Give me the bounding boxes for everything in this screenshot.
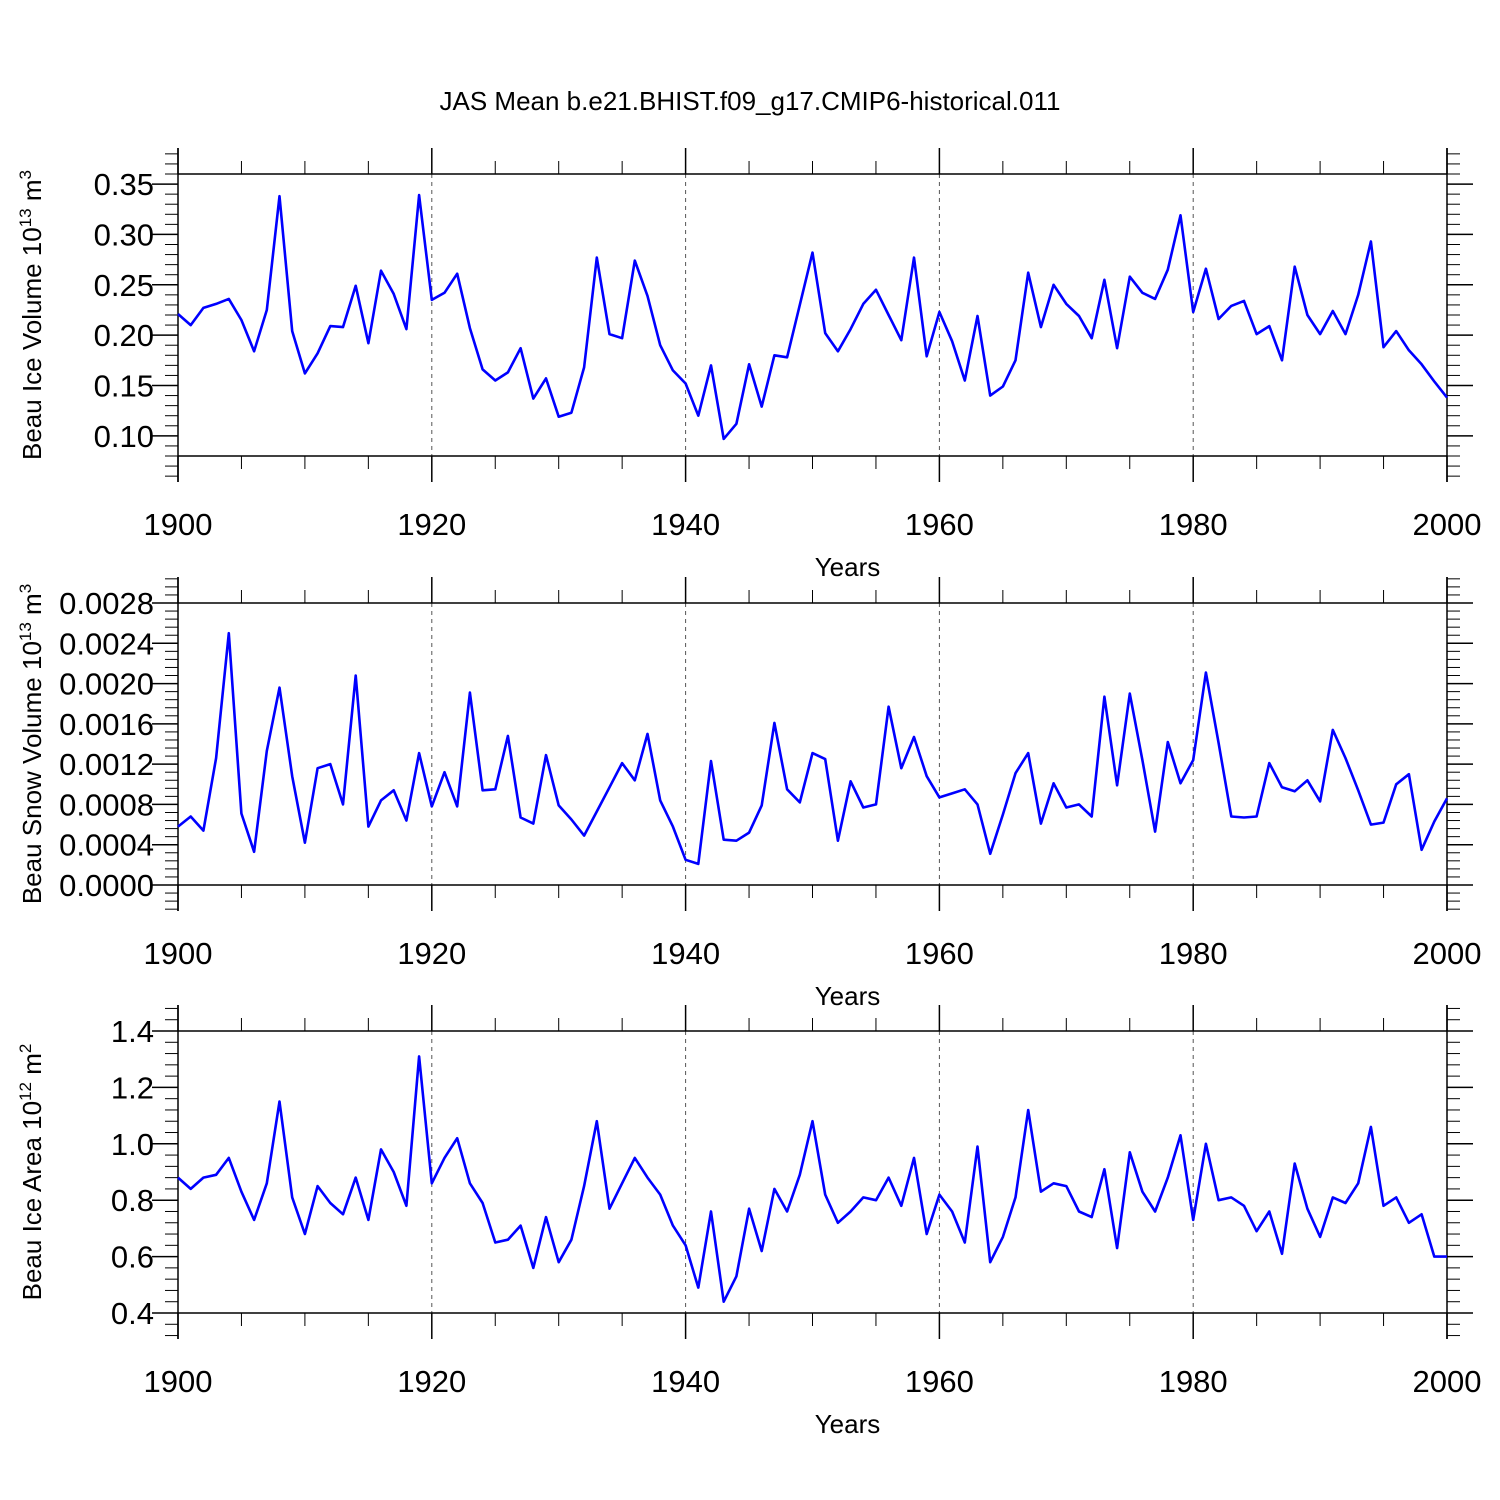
chart2-xtick-label: 1920 [397,936,466,971]
chart1-ytick-label: 0.35 [94,167,154,202]
chart3-ytick-label: 1.0 [111,1127,154,1162]
chart2-ytick-label: 0.0020 [59,667,154,702]
chart3-xlabel: Years [815,1409,881,1439]
chart3-xtick-label: 2000 [1413,1364,1482,1399]
chart1-xtick-label: 1940 [651,507,720,542]
chart2-series-line [177,631,1449,866]
chart3-xtick-label: 1920 [397,1364,466,1399]
panel-ice-volume: 0.10 0.15 0.20 0.25 0.30 0.35 1900 1920 1940 1960… [16,148,1481,582]
chart-title: JAS Mean b.e21.BHIST.f09_g17.CMIP6-histo… [440,86,1061,116]
chart3-ylabel: Beau Ice Area 1012 m2 [16,1044,47,1301]
chart3-ytick-label: 0.6 [111,1240,154,1275]
chart1-ylabel: Beau Ice Volume 1013 m3 [16,170,47,460]
chart2-ytick-label: 0.0028 [59,586,154,621]
chart2-ylabel: Beau Snow Volume 1013 m3 [16,584,47,904]
chart2-ytick-label: 0.0024 [59,626,154,661]
chart1-xtick-label: 2000 [1413,507,1482,542]
chart2-ytick-label: 0.0008 [59,787,154,822]
panel-ice-area: 0.4 0.6 0.8 1.0 1.2 1.4 1900 1920 1940 1960 1980 20… [16,1005,1481,1439]
chart3-series-line [177,1055,1447,1303]
chart3-xtick-label: 1900 [144,1364,213,1399]
chart3-xtick-label: 1940 [651,1364,720,1399]
chart1-ytick-label: 0.25 [94,268,154,303]
chart1-ytick-label: 0.20 [94,318,154,353]
chart1-ytick-label: 0.15 [94,369,154,404]
chart2-ytick-label: 0.0004 [59,828,154,863]
chart3-ytick-label: 1.4 [111,1014,154,1049]
chart3-xtick-label: 1960 [905,1364,974,1399]
chart1-xtick-label: 1960 [905,507,974,542]
chart1-xtick-label: 1900 [144,507,213,542]
chart2-xlabel: Years [815,981,881,1011]
chart1-ytick-label: 0.10 [94,419,154,454]
chart1-xtick-label: 1920 [397,507,466,542]
chart1-xlabel: Years [815,552,881,582]
chart3-ytick-label: 0.8 [111,1183,154,1218]
chart2-xtick-label: 2000 [1413,936,1482,971]
chart1-ytick-label: 0.30 [94,217,154,252]
chart1-series-line [177,193,1449,441]
chart3-ytick-label: 1.2 [111,1070,154,1105]
chart2-xtick-label: 1960 [905,936,974,971]
chart3-ytick-label: 0.4 [111,1296,154,1331]
panel-snow-volume: 0.0000 0.0004 0.0008 0.0012 0.0016 0.0020 0.00… [16,577,1481,1011]
chart2-ytick-label: 0.0000 [59,868,154,903]
chart1-xtick-label: 1980 [1159,507,1228,542]
chart2-ytick-label: 0.0012 [59,747,154,782]
chart3-xtick-label: 1980 [1159,1364,1228,1399]
chart2-ytick-label: 0.0016 [59,707,154,742]
chart2-xtick-label: 1900 [144,936,213,971]
chart2-xtick-label: 1980 [1159,936,1228,971]
chart2-xtick-label: 1940 [651,936,720,971]
